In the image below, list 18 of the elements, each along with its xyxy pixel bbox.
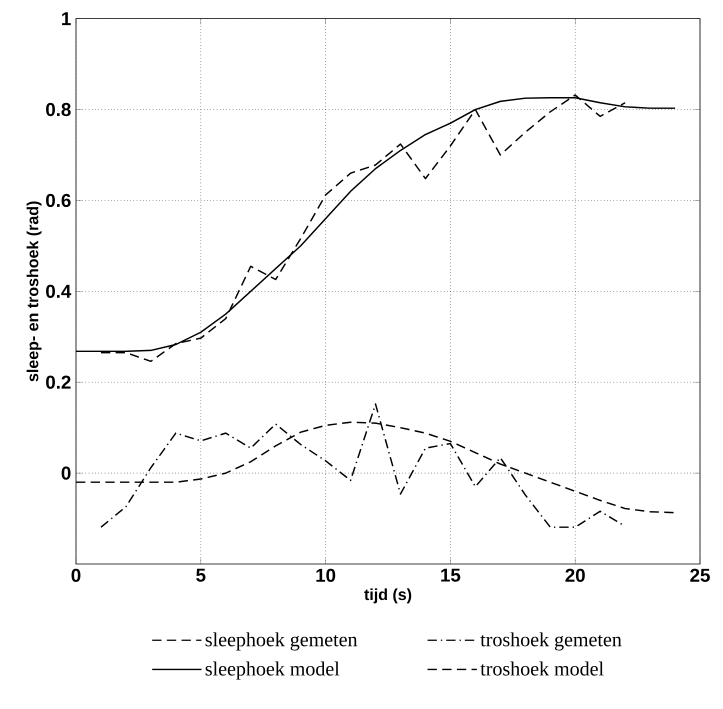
y-tick-label: 0.4 bbox=[46, 284, 72, 298]
y-tick-label: 1 bbox=[62, 12, 71, 26]
x-tick-label: 15 bbox=[441, 568, 460, 582]
x-tick-label: 10 bbox=[316, 568, 336, 582]
y-tick-label: 0.2 bbox=[46, 376, 71, 389]
y-tick-label: 0.8 bbox=[46, 102, 71, 116]
y-tick-label: 0 bbox=[62, 466, 71, 480]
x-tick-label: 25 bbox=[690, 568, 710, 582]
legend-label: troshoek gemeten bbox=[480, 632, 622, 650]
y-tick-label: 0.6 bbox=[46, 194, 71, 208]
x-tick-label: 0 bbox=[72, 568, 80, 582]
legend-label: sleephoek model bbox=[206, 662, 340, 680]
legend-label: sleephoek gemeten bbox=[206, 632, 358, 650]
legend-label: troshoek model bbox=[480, 662, 604, 676]
x-tick-label: 20 bbox=[565, 568, 585, 582]
x-axis-title: tijd (s) bbox=[364, 588, 412, 604]
y-axis-title: sleep- en troshoek (rad) bbox=[26, 201, 42, 382]
x-tick-label: 5 bbox=[196, 568, 206, 582]
